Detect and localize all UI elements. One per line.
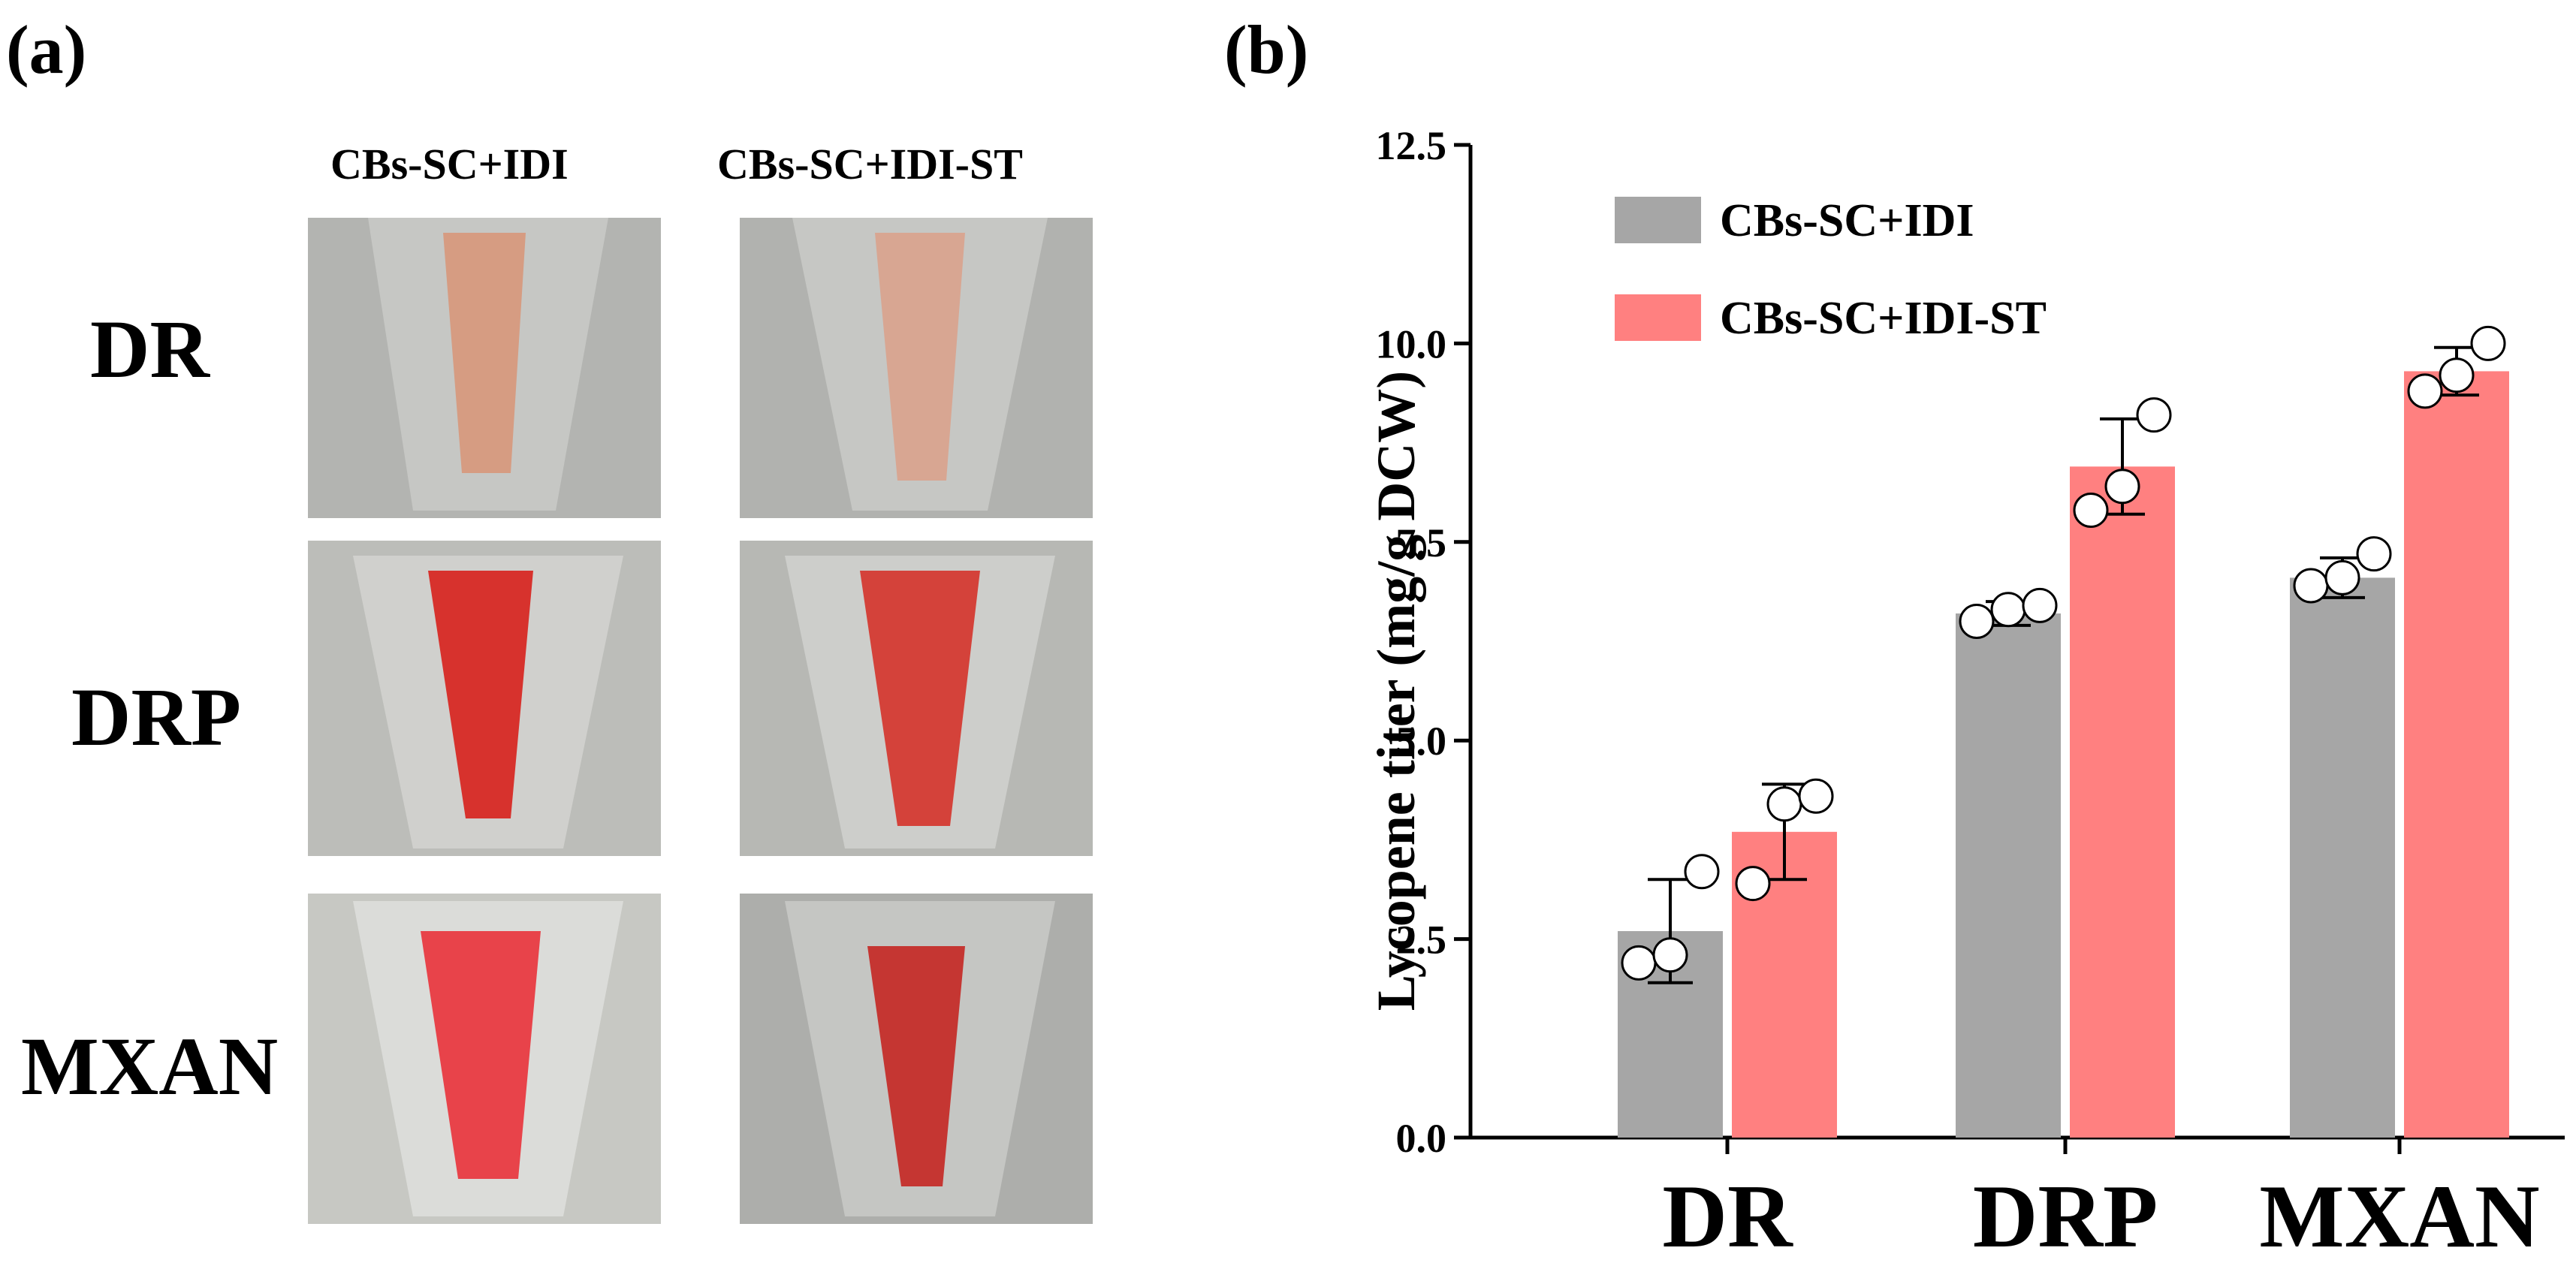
data-point [2136, 397, 2172, 433]
y-tick-label: 2.5 [1396, 918, 1447, 963]
data-point [2293, 568, 2329, 604]
data-point [1652, 937, 1688, 973]
y-tick-label: 7.5 [1396, 520, 1447, 565]
data-point [1735, 866, 1771, 902]
bar [2070, 466, 2175, 1138]
data-point [2073, 492, 2109, 528]
data-point [2439, 357, 2475, 393]
lycopene-bar-chart: Lycopene titer (mg/g DCW) 0.0 2.5 5.0 7.5 10… [1366, 123, 2565, 1266]
data-point [1798, 778, 1834, 814]
legend-swatch [1615, 197, 1701, 243]
photo-mxan-idi [308, 894, 661, 1224]
legend-swatch [1615, 294, 1701, 341]
tube-sample-dr-idi-st [875, 233, 965, 481]
data-point [2324, 559, 2360, 595]
y-tick-label: 0.0 [1396, 1116, 1447, 1161]
row-label-dr: DR [90, 303, 210, 395]
data-point [1621, 945, 1657, 981]
tube-sample-mxan-idi-st [867, 946, 965, 1186]
bar [2290, 577, 2395, 1138]
column-header-idi-st: CBs-SC+IDI-ST [717, 140, 1023, 188]
data-point [1766, 786, 1802, 822]
data-point [2356, 536, 2392, 572]
data-point [2407, 373, 2443, 409]
row-label-drp: DRP [71, 671, 242, 763]
tube-sample-drp-idi-st [860, 571, 980, 826]
y-tick-label: 10.0 [1376, 321, 1447, 366]
bar [1956, 613, 2061, 1138]
data-point [1959, 604, 1995, 640]
data-point [2104, 469, 2140, 505]
panel-b-label: (b) [1224, 11, 1309, 88]
row-label-mxan: MXAN [21, 1020, 279, 1112]
photo-dr-idi-st [740, 218, 1093, 518]
x-tick-label: MXAN [2259, 1166, 2539, 1266]
x-tick-label: DR [1662, 1166, 1793, 1266]
tube-sample-dr-idi [443, 233, 526, 473]
photo-dr-idi [308, 218, 661, 518]
bar [2404, 371, 2509, 1138]
legend-label: CBs-SC+IDI [1720, 195, 1974, 246]
y-tick-label: 5.0 [1396, 719, 1447, 764]
photo-drp-idi [308, 541, 661, 856]
photo-mxan-idi-st [740, 894, 1093, 1224]
tube-sample-mxan-idi [421, 931, 541, 1179]
panel-a-label: (a) [6, 11, 87, 88]
legend-label: CBs-SC+IDI-ST [1720, 293, 2047, 344]
data-point [2022, 587, 2058, 623]
data-point [1990, 592, 2026, 628]
column-header-idi: CBs-SC+IDI [330, 140, 569, 188]
tube-sample-drp-idi [428, 571, 533, 818]
x-tick-label: DRP [1973, 1166, 2158, 1266]
photo-drp-idi-st [740, 541, 1093, 856]
data-point [2470, 325, 2506, 361]
y-axis-label: Lycopene titer (mg/g DCW) [1366, 371, 1426, 1011]
y-tick-label: 12.5 [1376, 123, 1447, 168]
data-point [1684, 854, 1720, 890]
